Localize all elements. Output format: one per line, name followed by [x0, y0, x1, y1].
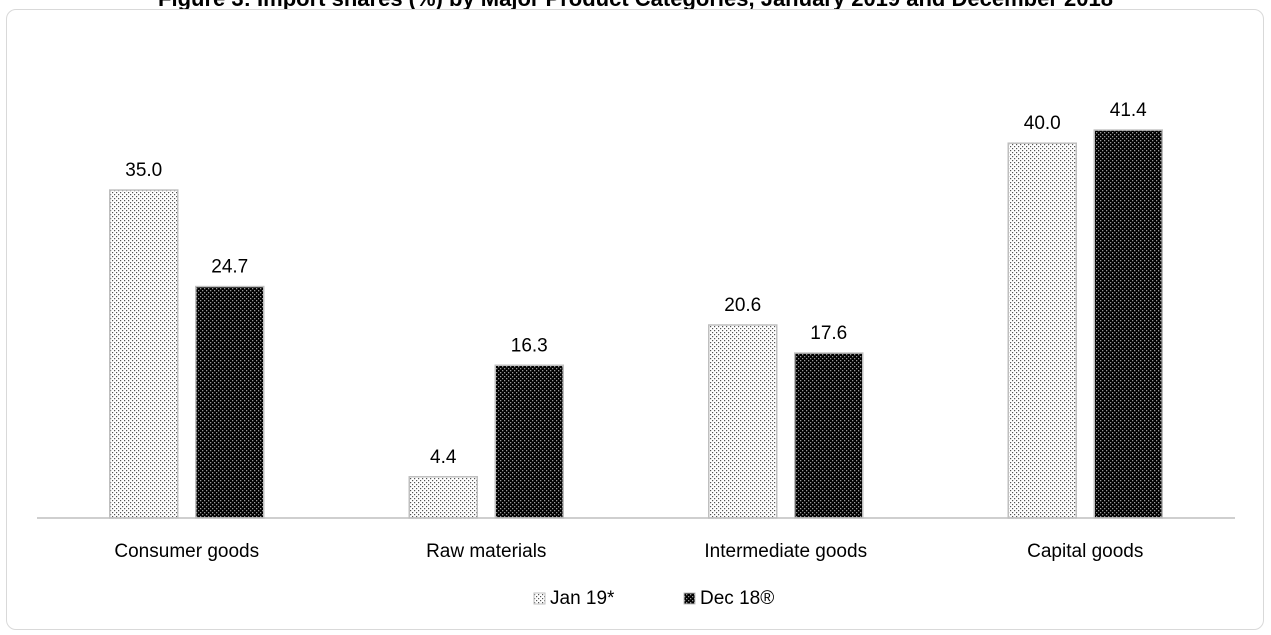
bar-0-0 [109, 189, 179, 519]
chart-title: Figure 3: Import shares (%) by Major Pro… [0, 0, 1271, 12]
value-label-1-0: 4.4 [430, 447, 457, 468]
value-label-0-1: 24.7 [211, 257, 248, 278]
category-labels-group: Consumer goods Raw materials Intermediate … [114, 541, 1143, 562]
value-label-3-0: 40.0 [1024, 113, 1061, 134]
bar-0-1 [195, 285, 265, 519]
legend-swatch-1 [683, 592, 696, 605]
value-label-3-1: 41.4 [1110, 100, 1147, 121]
value-label-2-0: 20.6 [724, 295, 761, 316]
value-label-1-1: 16.3 [511, 335, 548, 356]
value-label-0-0: 35.0 [125, 160, 162, 181]
bar-2-1 [794, 352, 864, 519]
bar-3-0 [1007, 142, 1077, 519]
bars-group [109, 129, 1163, 519]
value-label-2-1: 17.6 [810, 323, 847, 344]
category-label-3: Capital goods [1027, 541, 1143, 562]
category-label-2: Intermediate goods [704, 541, 867, 562]
category-label-1: Raw materials [426, 541, 546, 562]
legend-label-1: Dec 18® [700, 588, 774, 609]
bar-1-0 [408, 476, 478, 519]
value-labels-group: 35.0 24.7 4.4 16.3 20.6 17.6 40.0 41.4 [125, 100, 1147, 468]
bar-1-1 [494, 364, 564, 519]
category-label-0: Consumer goods [114, 541, 259, 562]
legend-label-0: Jan 19* [550, 588, 615, 609]
bar-3-1 [1093, 129, 1163, 519]
bar-2-0 [708, 324, 778, 519]
legend-swatch-0 [533, 592, 546, 605]
legend: Jan 19* Dec 18® [533, 588, 774, 609]
